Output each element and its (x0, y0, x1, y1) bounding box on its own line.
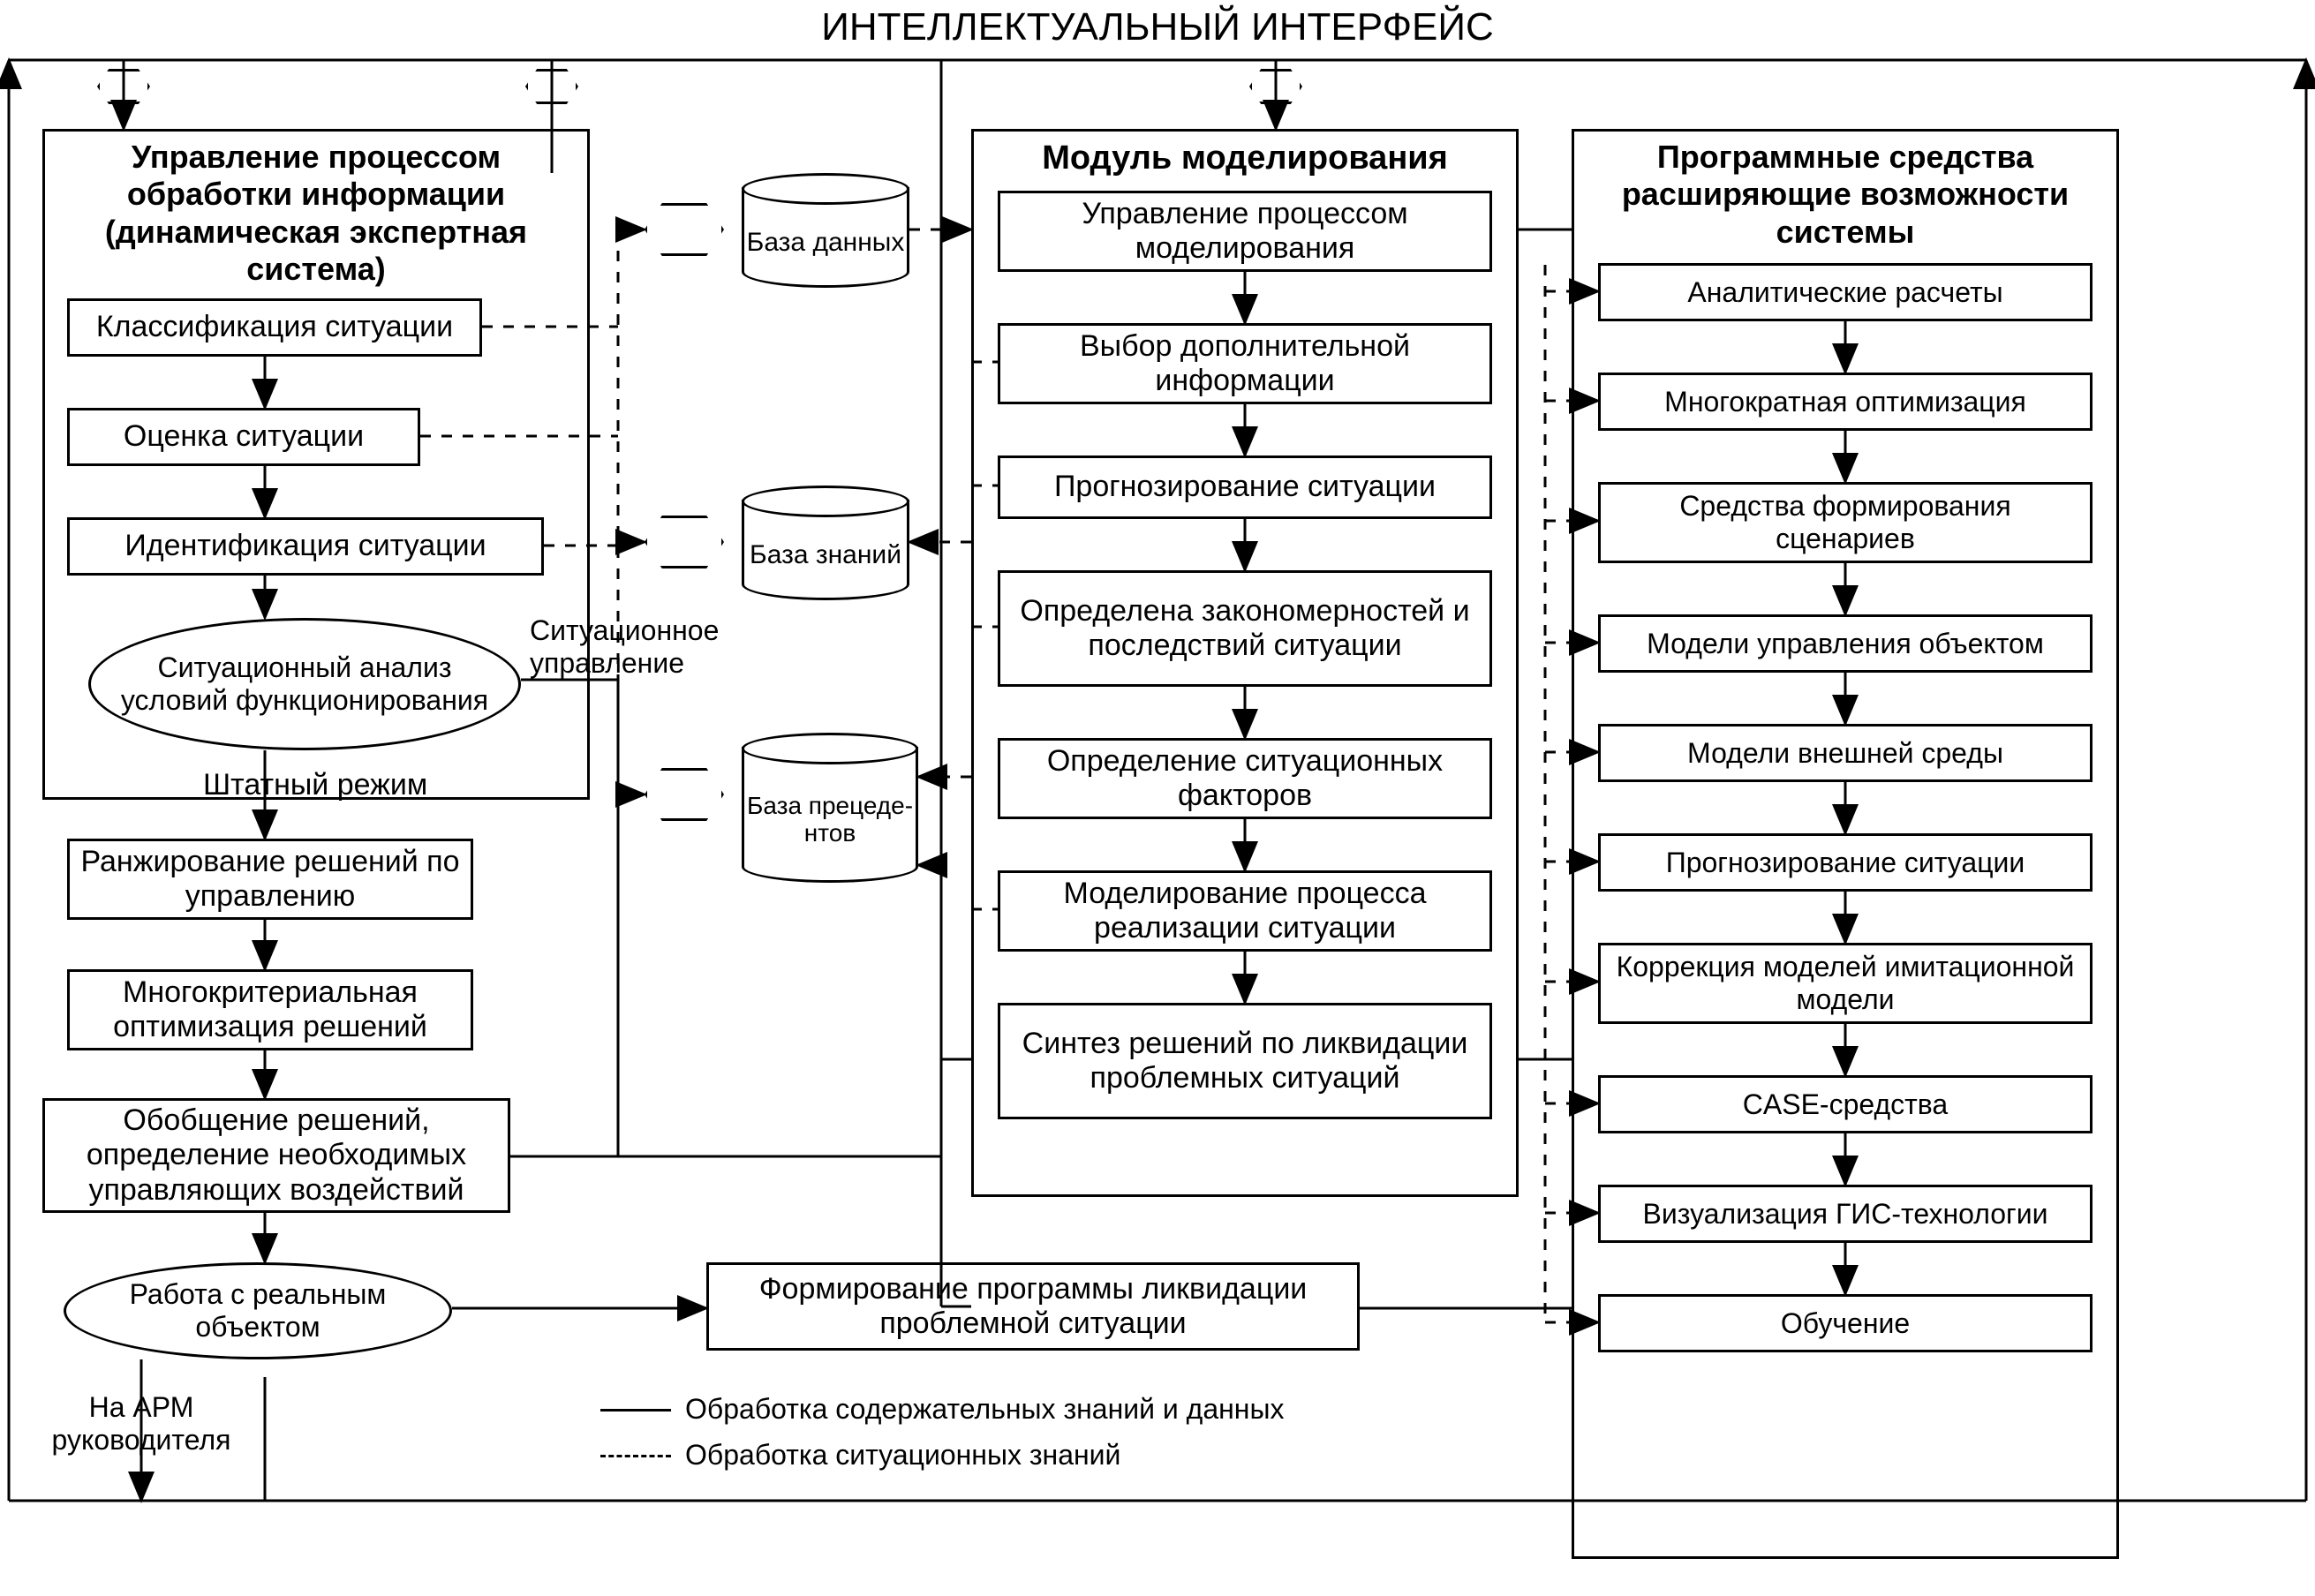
top-hex-1 (97, 69, 150, 104)
legend-solid-text: Обработка содержательных знаний и данных (685, 1393, 1284, 1426)
right-box-10: Обучение (1598, 1294, 2093, 1352)
right-box-1: Аналитические расчеты (1598, 263, 2093, 321)
bottom-box: Формирование программы ликвидации пробле… (706, 1262, 1360, 1351)
hex-db1 (645, 203, 724, 256)
diagram-stage: ИНТЕЛЛЕКТУАЛЬНЫЙ ИНТЕРФЕЙС Управление пр… (0, 0, 2315, 1596)
top-hex-2 (525, 69, 578, 104)
center-box-6: Моделирование процесса реализации ситуац… (998, 870, 1492, 952)
mode-label: Штатный режим (203, 768, 427, 802)
left-below-1: Ранжирование решений по управлению (67, 839, 473, 920)
db1: База данных (742, 173, 909, 288)
left-ellipse: Ситуационный анализ условий функциониров… (88, 618, 521, 750)
header-title: ИНТЕЛЛЕКТУАЛЬНЫЙ ИНТЕРФЕЙС (0, 5, 2315, 50)
work-ellipse: Работа с реальным объектом (64, 1262, 452, 1359)
center-panel-title: Модуль моделирования (983, 139, 1507, 178)
center-box-7: Синтез решений по ликвидации проблемных … (998, 1003, 1492, 1119)
left-below-3: Обобщение решений, определение необходим… (42, 1098, 510, 1213)
legend-dashed-text: Обработка ситуационных знаний (685, 1439, 1120, 1472)
db2: База знаний (742, 486, 909, 600)
legend-solid-line (600, 1409, 671, 1412)
right-box-4: Модели управления объектом (1598, 614, 2093, 673)
hex-db2 (645, 516, 724, 568)
center-box-2: Выбор дополнительной информации (998, 323, 1492, 404)
right-box-8: CASE-средства (1598, 1075, 2093, 1133)
left-box-3: Идентификация ситуации (67, 517, 544, 576)
right-box-6: Прогнозирование ситуации (1598, 833, 2093, 892)
left-box-2: Оценка ситуации (67, 408, 420, 466)
footer-label: На АРМ руководителя (9, 1391, 274, 1457)
right-box-5: Модели внешней среды (1598, 724, 2093, 782)
situational-label: Ситуационное управление (530, 614, 795, 680)
center-box-1: Управление процессом моделирования (998, 191, 1492, 272)
center-box-4: Определена закономерностей и последствий… (998, 570, 1492, 687)
center-box-3: Прогнозирование ситуации (998, 455, 1492, 519)
top-hex-3 (1249, 69, 1302, 104)
right-box-9: Визуализация ГИС-технологии (1598, 1185, 2093, 1243)
right-box-3: Средства формирования сценариев (1598, 482, 2093, 563)
left-panel-title: Управление процессом обработки информаци… (54, 139, 578, 289)
right-box-7: Коррекция моделей имитационной модели (1598, 943, 2093, 1024)
hex-db3 (645, 768, 724, 821)
legend-dashed-line (600, 1455, 671, 1457)
right-box-2: Многократная оптимизация (1598, 373, 2093, 431)
left-below-2: Многокритериальная оптимизация решений (67, 969, 473, 1050)
left-box-1: Классификация ситуации (67, 298, 482, 357)
db3: База прецеде-нтов (742, 733, 918, 883)
center-box-5: Определение ситуационных факторов (998, 738, 1492, 819)
right-panel-title: Программные средства расширяющие возможн… (1583, 139, 2108, 251)
